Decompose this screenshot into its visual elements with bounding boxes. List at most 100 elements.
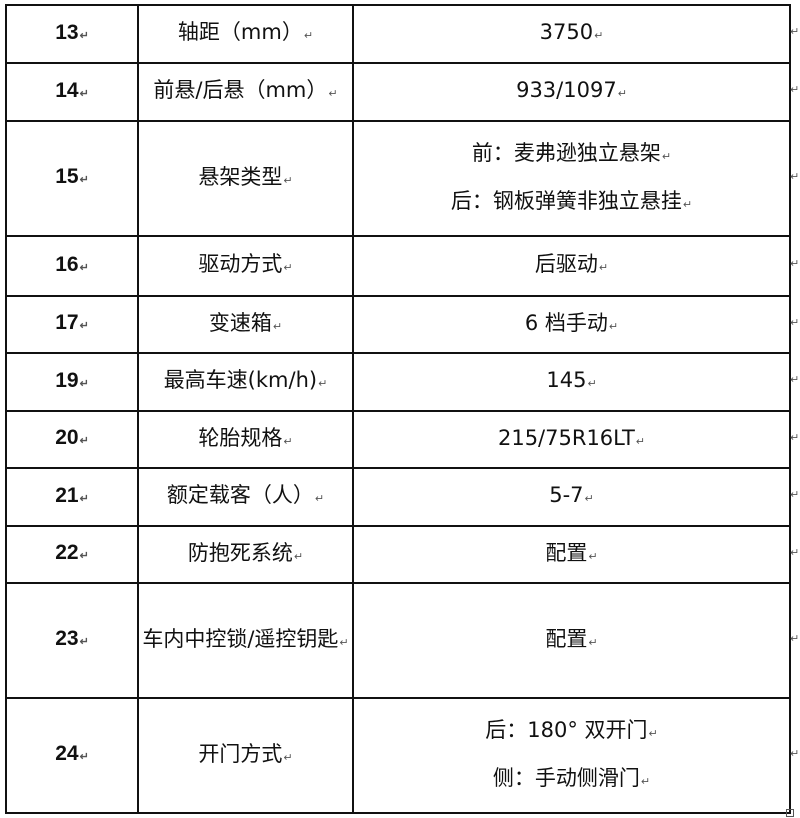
cell-item[interactable]: 悬架类型↵ xyxy=(137,120,354,237)
cell-text: 23 xyxy=(55,627,79,650)
cell-value-text: 后：钢板弹簧非独立悬挂↵ xyxy=(354,179,789,227)
paragraph-mark-icon: ↵ xyxy=(79,751,89,763)
cell-number-text: 22↵ xyxy=(7,531,137,578)
cell-text: 配置 xyxy=(545,626,588,651)
cell-text: 22 xyxy=(55,541,79,564)
cell-text: 变速箱 xyxy=(208,310,272,335)
table-row: 22↵ 防抱死系统↵ 配置↵ xyxy=(5,525,791,584)
cell-number[interactable]: 17↵ xyxy=(5,295,139,354)
cell-text: 21 xyxy=(55,483,79,507)
cell-number-text: 17↵ xyxy=(7,301,137,348)
cell-number-text: 19↵ xyxy=(7,359,137,406)
cell-value[interactable]: 后驱动↵ xyxy=(352,235,791,297)
paragraph-mark-icon: ↵ xyxy=(587,377,597,390)
cell-value[interactable]: 前：麦弗逊独立悬架↵ 后：钢板弹簧非独立悬挂↵ xyxy=(352,120,791,237)
paragraph-mark-icon: ↵ xyxy=(272,319,283,333)
row-end-mark-icon: ↵ xyxy=(790,545,800,559)
cell-value[interactable]: 933/1097↵ xyxy=(352,62,791,122)
row-end-mark-icon: ↵ xyxy=(790,169,800,183)
cell-value[interactable]: 配置↵ xyxy=(352,525,791,584)
cell-value[interactable]: 5-7↵ xyxy=(352,467,791,527)
paragraph-mark-icon: ↵ xyxy=(318,377,328,390)
paragraph-mark-icon: ↵ xyxy=(648,726,658,740)
cell-item-text: 开门方式↵ xyxy=(139,732,352,780)
cell-number[interactable]: 21↵ xyxy=(5,467,139,527)
cell-text: 933/1097 xyxy=(516,78,617,102)
cell-number-text: 23↵ xyxy=(7,617,137,664)
cell-item[interactable]: 变速箱↵ xyxy=(137,295,354,354)
cell-value[interactable]: 后：180° 双开门↵ 侧：手动侧滑门↵ xyxy=(352,697,791,814)
cell-text: 14 xyxy=(55,78,79,102)
cell-number[interactable]: 23↵ xyxy=(5,582,139,699)
cell-number[interactable]: 13↵ xyxy=(5,4,139,64)
cell-item[interactable]: 轴距（mm）↵ xyxy=(137,4,354,64)
table-row: 13↵ 轴距（mm）↵ 3750↵ xyxy=(5,4,791,64)
cell-item[interactable]: 驱动方式↵ xyxy=(137,235,354,297)
cell-number[interactable]: 16↵ xyxy=(5,235,139,297)
cell-item[interactable]: 开门方式↵ xyxy=(137,697,354,814)
cell-text: 145 xyxy=(546,368,587,392)
cell-text: 前：麦弗逊独立悬架 xyxy=(471,140,661,165)
cell-number-text: 21↵ xyxy=(7,474,137,521)
cell-number[interactable]: 22↵ xyxy=(5,525,139,584)
cell-text: 后：钢板弹簧非独立悬挂 xyxy=(450,188,682,213)
row-end-mark-icon: ↵ xyxy=(790,631,800,645)
row-end-mark-icon: ↵ xyxy=(790,430,800,444)
cell-value[interactable]: 3750↵ xyxy=(352,4,791,64)
cell-value[interactable]: 145↵ xyxy=(352,352,791,412)
paragraph-mark-icon: ↵ xyxy=(314,492,325,505)
cell-number-text: 20↵ xyxy=(7,416,137,463)
cell-number[interactable]: 15↵ xyxy=(5,120,139,237)
paragraph-mark-icon: ↵ xyxy=(283,434,293,448)
cell-number[interactable]: 19↵ xyxy=(5,352,139,412)
cell-text: 车内中控锁/遥控钥匙 xyxy=(142,626,339,651)
cell-item[interactable]: 防抱死系统↵ xyxy=(137,525,354,584)
cell-value-text: 3750↵ xyxy=(354,10,789,58)
cell-text: 24 xyxy=(55,742,79,765)
cell-text: 额定载客（人） xyxy=(166,483,314,507)
cell-item-text: 最高车速(km/h)↵ xyxy=(139,358,352,406)
cell-text: 215/75R16LT xyxy=(497,425,635,450)
row-end-mark-icon: ↵ xyxy=(790,25,800,38)
cell-item-text: 驱动方式↵ xyxy=(139,242,352,290)
cell-text: 5-7 xyxy=(549,483,584,507)
cell-item[interactable]: 最高车速(km/h)↵ xyxy=(137,352,354,412)
cell-item-text: 变速箱↵ xyxy=(139,301,352,349)
cell-number-text: 15↵ xyxy=(7,155,137,202)
cell-value-text: 后：180° 双开门↵ xyxy=(354,708,789,756)
cell-value[interactable]: 6 档手动↵ xyxy=(352,295,791,354)
table-row: 24↵ 开门方式↵ 后：180° 双开门↵ 侧：手动侧滑门↵ xyxy=(5,697,791,814)
cell-value-text: 后驱动↵ xyxy=(354,242,789,290)
row-end-mark-icon: ↵ xyxy=(790,746,800,760)
paragraph-mark-icon: ↵ xyxy=(588,549,598,563)
table-row: 17↵ 变速箱↵ 6 档手动↵ xyxy=(5,295,791,354)
cell-item-text: 车内中控锁/遥控钥匙↵ xyxy=(139,617,352,665)
paragraph-mark-icon: ↵ xyxy=(283,750,293,764)
table-row: 20↵ 轮胎规格↵ 215/75R16LT↵ xyxy=(5,410,791,469)
cell-value-text: 5-7↵ xyxy=(354,473,789,521)
cell-item-text: 额定载客（人）↵ xyxy=(139,473,352,521)
cell-item[interactable]: 车内中控锁/遥控钥匙↵ xyxy=(137,582,354,699)
cell-item[interactable]: 前悬/后悬（mm）↵ xyxy=(137,62,354,122)
table-row: 15↵ 悬架类型↵ 前：麦弗逊独立悬架↵ 后：钢板弹簧非独立悬挂↵ xyxy=(5,120,791,237)
cell-value-text: 前：麦弗逊独立悬架↵ xyxy=(354,131,789,179)
cell-text: 前悬/后悬（mm） xyxy=(153,78,328,102)
cell-number[interactable]: 20↵ xyxy=(5,410,139,469)
cell-number[interactable]: 14↵ xyxy=(5,62,139,122)
table-row: 19↵ 最高车速(km/h)↵ 145↵ xyxy=(5,352,791,412)
cell-item[interactable]: 轮胎规格↵ xyxy=(137,410,354,469)
table-row: 23↵ 车内中控锁/遥控钥匙↵ 配置↵ xyxy=(5,582,791,699)
paragraph-mark-icon: ↵ xyxy=(588,635,598,649)
cell-text: 17 xyxy=(55,311,79,334)
paragraph-mark-icon: ↵ xyxy=(339,635,349,649)
cell-text: 后驱动 xyxy=(534,252,598,276)
cell-item[interactable]: 额定载客（人）↵ xyxy=(137,467,354,527)
cell-value[interactable]: 215/75R16LT↵ xyxy=(352,410,791,469)
cell-item-text: 防抱死系统↵ xyxy=(139,531,352,579)
paragraph-mark-icon: ↵ xyxy=(79,261,89,274)
cell-item-text: 悬架类型↵ xyxy=(139,155,352,203)
cell-value[interactable]: 配置↵ xyxy=(352,582,791,699)
table-resize-handle[interactable] xyxy=(786,809,794,817)
cell-value-text: 配置↵ xyxy=(354,617,789,665)
cell-number[interactable]: 24↵ xyxy=(5,697,139,814)
